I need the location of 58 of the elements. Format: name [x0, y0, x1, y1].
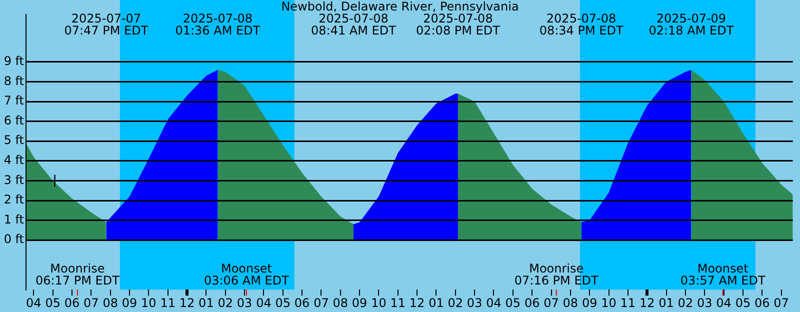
- x-tick-label: 01: [428, 296, 444, 310]
- x-tick-label: 09: [122, 296, 138, 310]
- y-tick-label: 8 ft: [4, 74, 24, 88]
- x-tick-label: 04: [26, 296, 42, 310]
- x-tick-label: 09: [352, 296, 368, 310]
- x-tick-label: 04: [256, 296, 272, 310]
- x-tick-label: 05: [275, 296, 291, 310]
- x-tick-label: 03: [466, 296, 482, 310]
- x-tick-label: 11: [390, 296, 406, 310]
- x-tick-label: 08: [332, 296, 348, 310]
- x-tick-label: 03: [696, 296, 712, 310]
- x-tick-label: 06: [524, 296, 540, 310]
- x-tick-label: 08: [562, 296, 578, 310]
- y-tick-label: 7 ft: [4, 94, 24, 108]
- x-tick-label: 05: [45, 296, 60, 310]
- x-tick-label: 10: [141, 296, 156, 310]
- ref-line-label: Moonset 03:06 AM EDT: [204, 262, 290, 288]
- x-tick-label: 11: [620, 296, 636, 310]
- x-tick-label: 05: [505, 296, 521, 310]
- y-tick-label: 1 ft: [4, 212, 24, 226]
- x-tick-label: 06: [64, 296, 80, 310]
- x-tick-label: 07: [774, 296, 789, 310]
- annotation: 2025-07-08 02:08 PM EDT: [416, 12, 501, 38]
- annotation: 2025-07-08 01:36 AM EDT: [175, 12, 261, 38]
- x-tick-label: 07: [314, 296, 329, 310]
- x-tick-label: 08: [102, 296, 118, 310]
- x-tick-label: 12: [409, 296, 425, 310]
- x-tick-label: 03: [236, 296, 252, 310]
- y-tick-label: 3 ft: [4, 172, 24, 187]
- x-tick-label: 01: [198, 296, 214, 310]
- x-tick-label: 01: [658, 296, 674, 310]
- x-tick-label: 10: [601, 296, 616, 310]
- x-tick-label: 07: [544, 296, 559, 310]
- x-tick-label: 02: [678, 296, 694, 310]
- annotation: 2025-07-08 08:41 AM EDT: [311, 12, 397, 38]
- x-tick-label: 04: [716, 296, 732, 310]
- x-tick-label: 12: [639, 296, 655, 310]
- x-tick-label: 06: [754, 296, 770, 310]
- x-tick-label: 02: [448, 296, 464, 310]
- x-tick-label: 09: [582, 296, 598, 310]
- x-tick-label: 12: [179, 296, 195, 310]
- y-tick-label: 2 ft: [4, 192, 24, 207]
- y-tick-label: 0 ft: [4, 232, 24, 246]
- y-tick-label: 6 ft: [4, 113, 24, 128]
- annotation: 2025-07-08 08:34 PM EDT: [539, 12, 624, 38]
- x-tick-label: 11: [160, 296, 176, 310]
- x-tick-label: 04: [486, 296, 502, 310]
- y-tick-label: 5 ft: [4, 133, 24, 148]
- x-tick-label: 10: [371, 296, 386, 310]
- y-tick-label: 9 ft: [4, 54, 24, 68]
- y-tick-label: 4 ft: [4, 153, 24, 168]
- x-tick-label: 02: [218, 296, 234, 310]
- x-tick-label: 05: [735, 296, 751, 310]
- annotation: 2025-07-09 02:18 AM EDT: [648, 12, 734, 38]
- x-tick-label: 07: [84, 296, 99, 310]
- ref-line-label: Moonrise 06:17 PM EDT: [35, 262, 120, 288]
- x-tick-label: 06: [294, 296, 310, 310]
- ref-line-label: Moonset 03:57 AM EDT: [680, 262, 766, 288]
